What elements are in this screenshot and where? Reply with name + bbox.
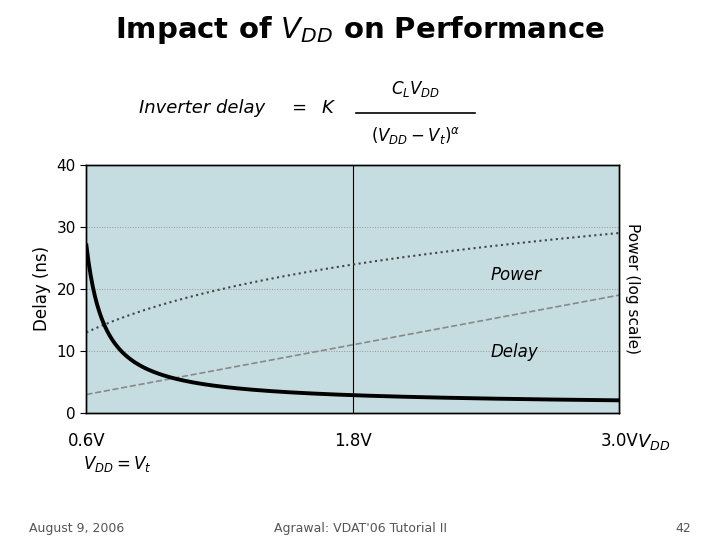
Text: Impact of $V_{DD}$ on Performance: Impact of $V_{DD}$ on Performance — [115, 14, 605, 45]
Text: Power: Power — [490, 266, 541, 284]
Text: $(V_{DD} - V_t)^{\alpha}$: $(V_{DD} - V_t)^{\alpha}$ — [371, 125, 461, 145]
Text: Agrawal: VDAT'06 Tutorial II: Agrawal: VDAT'06 Tutorial II — [274, 522, 446, 535]
Text: Inverter delay: Inverter delay — [138, 99, 265, 117]
Text: =: = — [291, 99, 307, 117]
Text: Delay: Delay — [490, 343, 538, 361]
Text: $V_{DD}$: $V_{DD}$ — [637, 432, 670, 452]
Text: 42: 42 — [675, 522, 691, 535]
Text: 3.0V: 3.0V — [600, 432, 638, 450]
Text: August 9, 2006: August 9, 2006 — [29, 522, 124, 535]
Text: 1.8V: 1.8V — [334, 432, 372, 450]
Y-axis label: Delay (ns): Delay (ns) — [33, 246, 51, 332]
Text: $V_{DD}=V_t$: $V_{DD}=V_t$ — [83, 454, 151, 474]
Text: $C_L V_{DD}$: $C_L V_{DD}$ — [391, 79, 441, 99]
Y-axis label: Power (log scale): Power (log scale) — [625, 224, 640, 354]
Text: 0.6V: 0.6V — [68, 432, 105, 450]
Text: K: K — [322, 99, 333, 117]
